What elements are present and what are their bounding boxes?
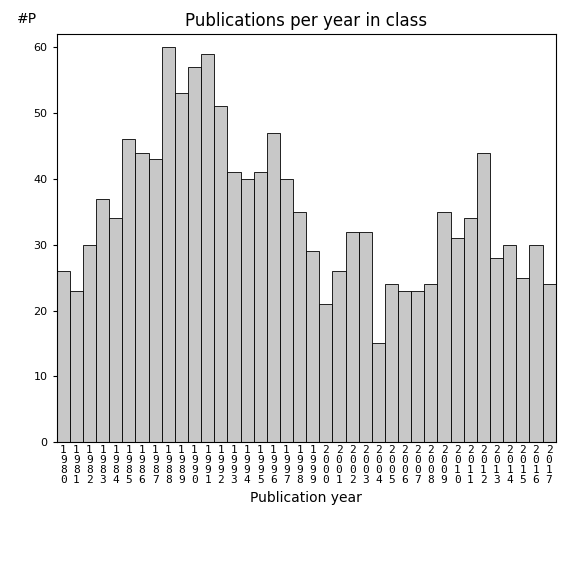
Bar bbox=[293, 212, 306, 442]
Bar bbox=[253, 172, 267, 442]
Bar bbox=[240, 179, 253, 442]
Bar bbox=[280, 179, 293, 442]
Bar bbox=[530, 245, 543, 442]
Bar bbox=[214, 107, 227, 442]
Bar bbox=[306, 251, 319, 442]
Bar bbox=[188, 67, 201, 442]
Bar bbox=[464, 218, 477, 442]
Bar bbox=[136, 153, 149, 442]
Bar bbox=[109, 218, 122, 442]
Text: #P: #P bbox=[17, 12, 37, 26]
Bar bbox=[122, 139, 136, 442]
Bar bbox=[201, 54, 214, 442]
Bar bbox=[451, 238, 464, 442]
Bar bbox=[345, 231, 359, 442]
Bar bbox=[227, 172, 240, 442]
Bar bbox=[96, 198, 109, 442]
Bar bbox=[332, 271, 345, 442]
Bar bbox=[517, 278, 530, 442]
Bar bbox=[490, 258, 503, 442]
Bar bbox=[411, 291, 424, 442]
Bar bbox=[438, 212, 451, 442]
Bar bbox=[372, 344, 385, 442]
X-axis label: Publication year: Publication year bbox=[250, 490, 362, 505]
Bar bbox=[319, 304, 332, 442]
Bar bbox=[385, 284, 398, 442]
Bar bbox=[267, 133, 280, 442]
Bar bbox=[149, 159, 162, 442]
Bar bbox=[57, 271, 70, 442]
Bar bbox=[162, 47, 175, 442]
Title: Publications per year in class: Publications per year in class bbox=[185, 12, 428, 29]
Bar bbox=[83, 245, 96, 442]
Bar bbox=[477, 153, 490, 442]
Bar bbox=[359, 231, 372, 442]
Bar bbox=[424, 284, 438, 442]
Bar bbox=[503, 245, 517, 442]
Bar bbox=[175, 94, 188, 442]
Bar bbox=[543, 284, 556, 442]
Bar bbox=[398, 291, 411, 442]
Bar bbox=[70, 291, 83, 442]
